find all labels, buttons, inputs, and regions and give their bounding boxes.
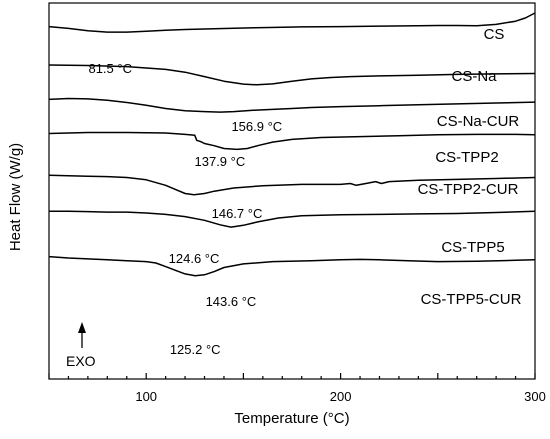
series-label: CS-TPP2 — [435, 149, 498, 166]
peak-label: 156.9 °C — [231, 119, 282, 134]
x-tick-label: 100 — [135, 389, 157, 404]
curve-cs — [48, 12, 536, 33]
x-tick-label: 200 — [330, 389, 352, 404]
peak-label: 143.6 °C — [206, 294, 257, 309]
series-label: CS-TPP5-CUR — [421, 291, 522, 308]
peak-label: 124.6 °C — [169, 251, 220, 266]
series-label: CS — [484, 26, 505, 43]
curve-cs-tpp5 — [49, 210, 536, 228]
peak-label: 137.9 °C — [195, 154, 246, 169]
series-label: CS-TPP2-CUR — [418, 181, 519, 198]
plot-frame — [48, 2, 536, 380]
x-tick-label: 300 — [524, 389, 546, 404]
peak-labels: 81.5 °C 156.9 °C 137.9 °C 146.7 °C 124.6 °C 1… — [88, 61, 282, 357]
series-labels: CS CS-Na CS-Na-CUR CS-TPP2 CS-TPP2-CUR CS-TPP… — [418, 26, 522, 308]
exo-annotation: EXO — [66, 322, 96, 369]
y-axis-label: Heat Flow (W/g) — [7, 143, 24, 251]
peak-label: 81.5 °C — [88, 61, 132, 76]
curve-cs-na-cur — [48, 97, 536, 113]
series-label: CS-Na — [451, 68, 497, 85]
peak-label: 146.7 °C — [212, 206, 263, 221]
curves — [48, 12, 536, 277]
series-label: CS-TPP5 — [441, 239, 504, 256]
plot-border — [48, 2, 536, 380]
x-axis-ticks: 100 200 300 — [48, 373, 546, 404]
curve-cs-tpp2 — [48, 131, 536, 151]
curve-cs-na — [48, 64, 536, 86]
curve-cs-tpp2-cur — [48, 174, 536, 196]
x-axis-label: Temperature (°C) — [234, 410, 349, 427]
exo-arrow-head — [78, 322, 86, 333]
series-label: CS-Na-CUR — [437, 113, 520, 130]
exo-label: EXO — [66, 353, 96, 369]
peak-label: 125.2 °C — [170, 342, 221, 357]
curve-cs-tpp5-cur — [48, 255, 536, 277]
